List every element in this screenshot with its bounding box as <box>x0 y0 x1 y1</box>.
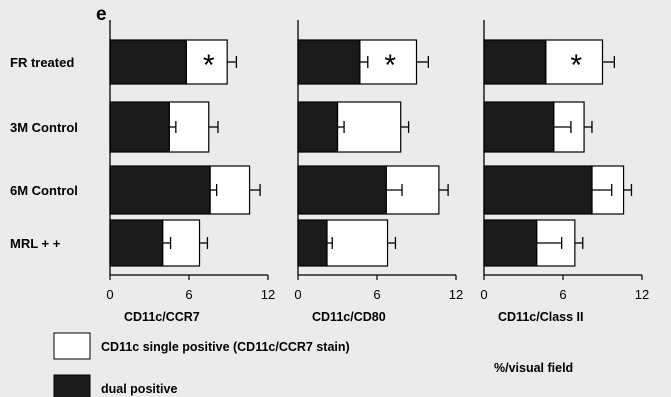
panel-label: e <box>96 4 107 25</box>
bar-dual-positive <box>297 101 339 153</box>
x-axis-label: CD11c/CCR7 <box>124 310 200 324</box>
bar-dual-positive <box>109 101 170 153</box>
x-tick-label: 12 <box>449 287 463 302</box>
bar-dual-positive <box>297 39 361 85</box>
x-axis-label: CD11c/CD80 <box>312 310 386 324</box>
chart-panel: * 0 6 12 CD11c/Class II <box>480 20 649 324</box>
legend-swatch-dual <box>53 374 91 397</box>
bar-single-positive <box>326 219 389 267</box>
category-label: FR treated <box>10 55 74 70</box>
x-tick-label: 6 <box>373 287 380 302</box>
bar-dual-positive <box>483 219 538 267</box>
bar-dual-positive <box>109 165 211 215</box>
category-label: MRL + + <box>10 236 61 251</box>
bar-single-positive <box>545 39 604 85</box>
legend: CD11c single positive (CD11c/CCR7 stain)… <box>53 332 573 397</box>
bar-dual-positive <box>109 39 187 85</box>
x-tick-label: 6 <box>185 287 192 302</box>
x-axis-label: CD11c/Class II <box>498 310 583 324</box>
unit-label: %/visual field <box>494 361 573 375</box>
category-label: 6M Control <box>10 183 78 198</box>
legend-swatch-single <box>53 332 91 360</box>
x-tick-label: 0 <box>106 287 113 302</box>
bar-dual-positive <box>297 219 328 267</box>
bar-single-positive <box>336 101 402 153</box>
x-tick-label: 12 <box>635 287 649 302</box>
chart-panels: * 0 6 12 CD11c/CCR7 * 0 6 12 CD11c/CD80 * 0 6 12 CD11c… <box>106 20 649 324</box>
significance-asterisk: * <box>570 49 582 82</box>
x-tick-label: 6 <box>559 287 566 302</box>
category-label: 3M Control <box>10 120 78 135</box>
significance-asterisk: * <box>203 49 215 82</box>
legend-label-single: CD11c single positive (CD11c/CCR7 stain) <box>101 340 350 354</box>
category-labels: FR treated 3M Control 6M Control MRL + + <box>10 55 78 251</box>
significance-asterisk: * <box>384 49 396 82</box>
bar-dual-positive <box>297 165 387 215</box>
x-tick-label: 0 <box>294 287 301 302</box>
bar-dual-positive <box>483 165 593 215</box>
bar-single-positive <box>359 39 418 85</box>
chart-panel: * 0 6 12 CD11c/CCR7 <box>106 20 275 324</box>
x-tick-label: 0 <box>480 287 487 302</box>
x-tick-label: 12 <box>261 287 275 302</box>
bar-dual-positive <box>483 39 547 85</box>
chart-panel: * 0 6 12 CD11c/CD80 <box>294 20 463 324</box>
bar-dual-positive <box>109 219 164 267</box>
legend-label-dual: dual positive <box>101 382 177 396</box>
bar-dual-positive <box>483 101 555 153</box>
